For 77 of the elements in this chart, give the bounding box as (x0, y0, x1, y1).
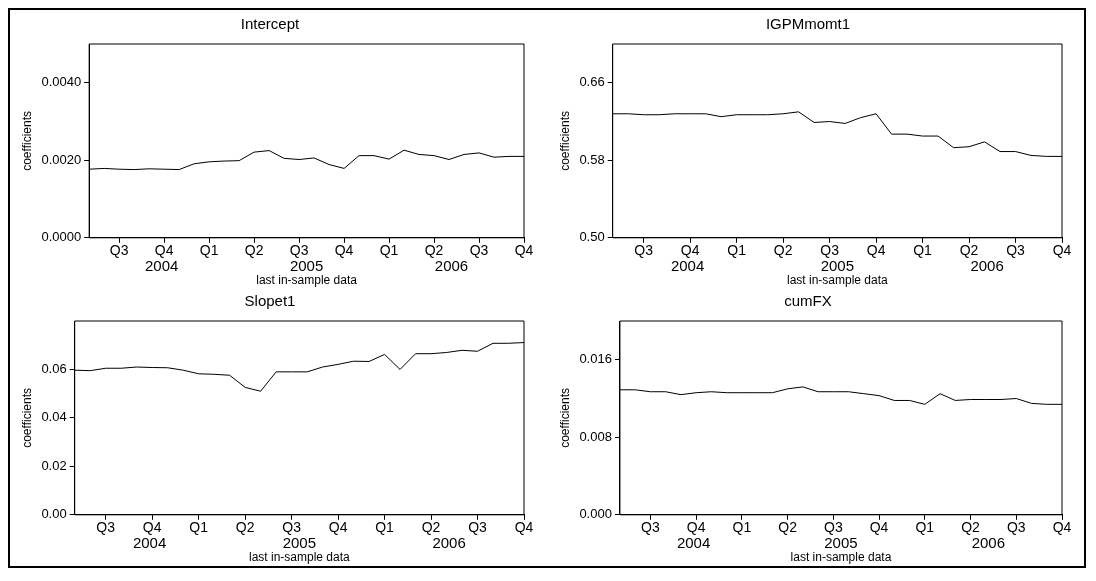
x-tick-label: Q3 (96, 519, 116, 536)
x-tick-label: Q3 (282, 519, 302, 536)
x-tick-label: Q2 (959, 242, 979, 259)
x-tick-label: Q3 (1006, 519, 1026, 536)
x-tick-label: Q4 (866, 242, 886, 259)
text: 2004 (676, 534, 711, 552)
x-tick-label: Q1 (189, 519, 209, 536)
y-tick-label: 0.0000 (41, 229, 82, 245)
y-tick-label: 0.04 (41, 409, 67, 425)
x-tick-label: Q2 (235, 519, 255, 536)
text: 2006 (970, 257, 1004, 275)
x-tick-label: Q2 (961, 519, 981, 536)
x-tick-label: Q4 (514, 242, 534, 259)
x-axis-title: last in-sample data (256, 273, 358, 288)
x-tick-label: Q2 (421, 519, 441, 536)
x-tick-label: Q4 (1052, 519, 1072, 536)
y-axis-title: coefficients (557, 110, 572, 171)
chart-title: cumFX (784, 292, 832, 310)
x-tick-label: Q4 (334, 242, 354, 259)
text: 2005 (289, 257, 324, 275)
y-axis-title: coefficients (557, 387, 572, 448)
x-tick-label: Q4 (328, 519, 348, 536)
text: 2006 (971, 534, 1006, 552)
text: 2004 (670, 257, 705, 275)
x-tick-label: Q3 (634, 242, 654, 259)
y-tick-label: 0.66 (579, 74, 605, 90)
x-tick-label: Q3 (641, 519, 660, 536)
x-tick-label: Q4 (680, 242, 700, 259)
x-tick-label: Q2 (424, 242, 444, 259)
x-tick-label: Q3 (1006, 242, 1026, 259)
y-tick-label: 0.0020 (41, 151, 82, 167)
x-tick-label: Q4 (1052, 242, 1072, 259)
x-tick-label: Q2 (773, 242, 793, 259)
x-axis-title: last in-sample data (790, 550, 892, 565)
x-tick-label: Q1 (913, 242, 933, 259)
x-tick-label: Q2 (244, 242, 264, 259)
y-tick-label: 0.58 (579, 151, 605, 167)
x-tick-label: Q4 (142, 519, 162, 536)
text: 2005 (824, 534, 858, 552)
text: 2006 (432, 534, 466, 552)
chart-title: IGPMmomt1 (765, 15, 851, 33)
x-axis-title: last in-sample data (786, 273, 889, 288)
y-tick-label: 0.00 (41, 506, 67, 522)
x-tick-label: Q3 (289, 242, 309, 259)
y-tick-label: 0.02 (41, 457, 67, 473)
y-tick-label: 0.016 (579, 351, 612, 367)
x-axis-title: last in-sample data (248, 550, 351, 565)
x-tick-label: Q4 (869, 519, 889, 536)
x-tick-label: Q1 (727, 242, 747, 259)
y-tick-label: 0.000 (579, 506, 612, 522)
y-tick-label: 0.06 (41, 361, 67, 377)
y-axis-title: coefficients (19, 110, 34, 171)
x-tick-label: Q1 (732, 519, 752, 536)
y-tick-label: 0.50 (579, 229, 605, 245)
text: 2004 (132, 534, 167, 552)
x-tick-label: Q3 (824, 519, 843, 536)
x-tick-label: Q4 (686, 519, 706, 536)
x-tick-label: Q4 (514, 519, 534, 536)
x-tick-label: Q4 (154, 242, 174, 259)
text: 2005 (282, 534, 317, 552)
x-tick-label: Q3 (820, 242, 840, 259)
x-tick-label: Q1 (915, 519, 935, 536)
chart-title: Intercept (240, 15, 301, 33)
y-axis-title: coefficients (19, 387, 34, 448)
x-tick-label: Q2 (778, 519, 798, 536)
text: 2006 (434, 257, 469, 275)
x-tick-label: Q3 (109, 242, 129, 259)
y-tick-label: 0.008 (579, 428, 612, 444)
text: 2004 (144, 257, 179, 275)
x-tick-label: Q3 (469, 242, 489, 259)
x-tick-label: Q1 (375, 519, 395, 536)
chart-title: Slopet1 (244, 292, 296, 310)
y-tick-label: 0.0040 (41, 74, 82, 90)
x-tick-label: Q3 (468, 519, 488, 536)
x-tick-label: Q1 (379, 242, 399, 259)
text: 2005 (820, 257, 855, 275)
x-tick-label: Q1 (199, 242, 219, 259)
